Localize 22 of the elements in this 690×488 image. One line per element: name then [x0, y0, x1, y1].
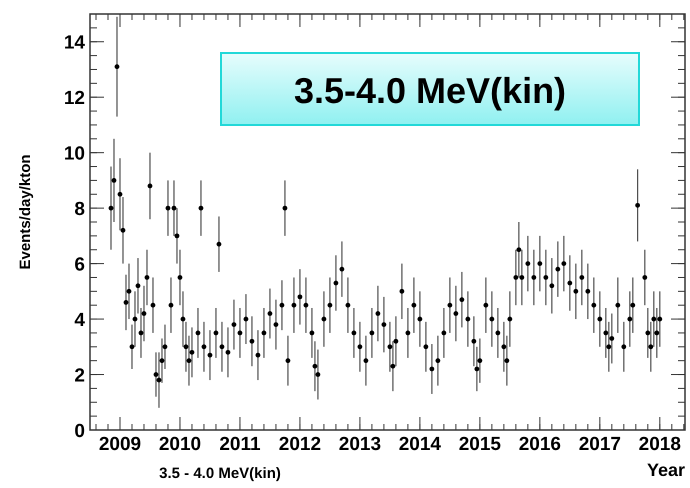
y-tick-label: 10 [64, 144, 85, 165]
x-tick-label: 2018 [638, 434, 681, 455]
y-tick-label: 14 [64, 32, 86, 54]
text: 3.5 - 4.0 MeV(kin) [159, 465, 281, 482]
y-tick-label: 2 [74, 366, 85, 387]
text: 3.5-4.0 MeV(kin) [294, 70, 566, 111]
x-tick-label: 2010 [158, 434, 202, 455]
x-tick-label: 2012 [278, 434, 322, 455]
x-tick-label: 2015 [458, 434, 502, 455]
x-tick-label: 2014 [398, 434, 442, 455]
y-tick-label: 4 [74, 310, 86, 332]
x-tick-label: 2017 [578, 434, 621, 455]
y-tick-label: 6 [74, 254, 85, 276]
y-axis-title: Events/day/kton [17, 154, 34, 270]
y-tick-label: 8 [74, 199, 85, 220]
x-tick-label: 2013 [338, 434, 382, 455]
y-tick-label: 0 [74, 421, 85, 442]
x-axis-title: Year [646, 460, 685, 480]
x-tick-label: 2011 [219, 434, 261, 455]
x-tick-label: 2016 [518, 434, 561, 455]
y-tick-label: 12 [64, 88, 85, 110]
x-tick-label: 2009 [98, 434, 142, 455]
